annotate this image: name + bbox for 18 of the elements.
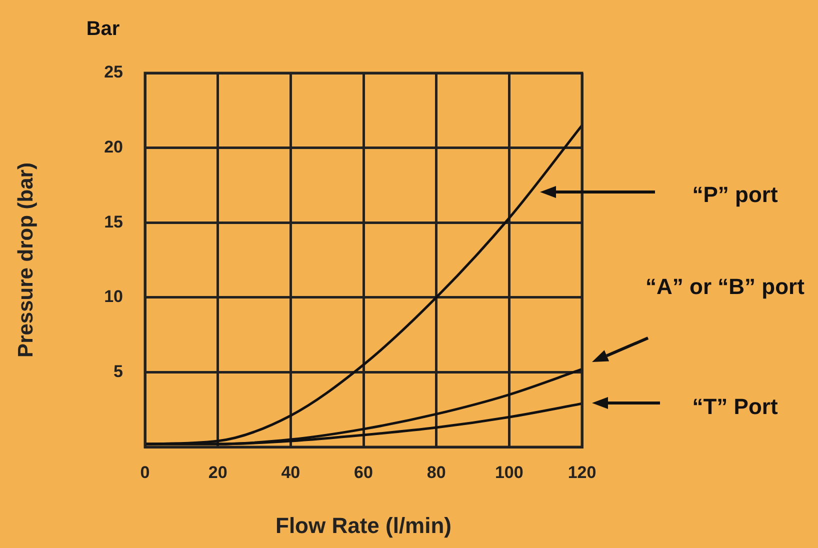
text: “A” or “B” port — [644, 273, 806, 301]
y-tick-label: 25 — [104, 62, 123, 82]
y-tick-label: 15 — [104, 212, 123, 232]
x-axis-title: Flow Rate (l/min) — [276, 512, 452, 538]
y-tick-label: 20 — [104, 137, 123, 156]
y-axis-title: Pressure drop (bar) — [14, 162, 38, 358]
x-tick-label: 40 — [281, 462, 300, 482]
x-tick-label: 120 — [568, 462, 596, 482]
text: Bar — [85, 17, 121, 42]
text: “T” Port — [691, 393, 779, 421]
x-tick-label: 100 — [494, 462, 524, 482]
x-tick-label: 60 — [354, 462, 373, 482]
x-tick-label: 20 — [208, 462, 228, 482]
text: “P” port — [691, 181, 779, 209]
y-tick-label: 10 — [104, 287, 123, 306]
y-tick-label: 5 — [114, 362, 123, 381]
x-tick-label: 80 — [426, 462, 446, 482]
x-tick-label: 0 — [140, 462, 150, 482]
